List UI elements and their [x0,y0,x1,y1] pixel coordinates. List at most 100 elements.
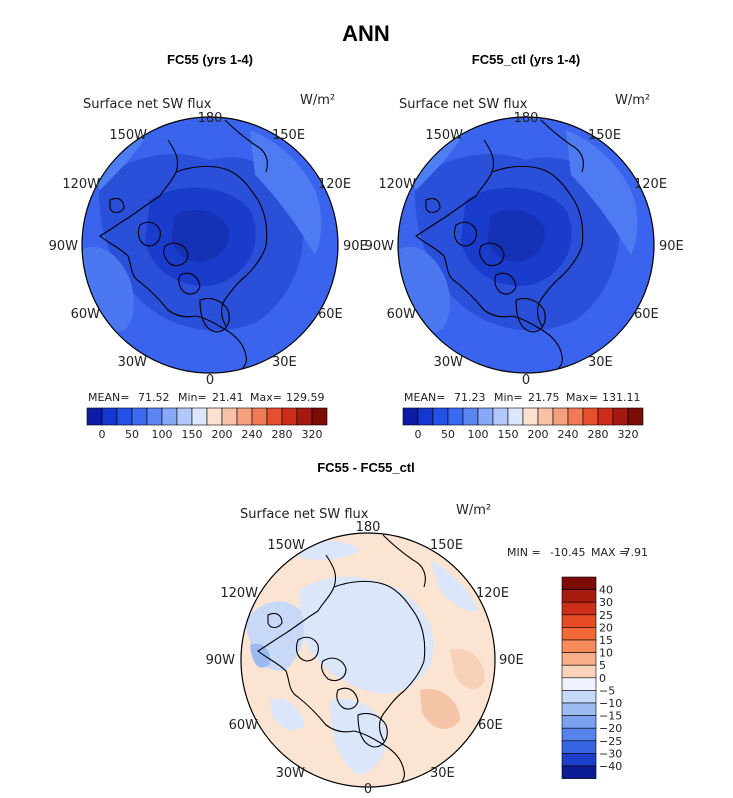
stats-line: MIN = -10.45 MAX = 7.91 [507,546,648,559]
map-boundary [81,116,339,374]
colorbar-swatch [561,576,597,590]
colorbar-level-label: −30 [599,747,622,760]
lon-label: 150W [267,538,305,553]
colorbar-swatch [131,407,148,426]
min-value: 21.41 [212,391,244,404]
colorbar-swatch [462,407,479,426]
max-value: 7.91 [624,546,649,559]
colorbar-swatch [206,407,223,426]
max-label: Max= [250,391,282,404]
colorbar-tick-label: 0 [99,428,106,441]
mean-label: MEAN= [404,391,445,404]
panel-fc55: FC55 (yrs 1-4) Surface net SW flux W/m² [49,52,368,441]
lon-label: 180 [356,520,381,535]
colorbar-swatch [561,639,597,653]
colorbar-swatch [561,614,597,628]
units-label: W/m² [300,93,335,108]
colorbar-swatch [176,407,193,426]
colorbar-tick-label: 280 [272,428,293,441]
lon-label: 180 [514,111,539,126]
map-fill [398,117,654,373]
colorbar-tick-label: 0 [415,428,422,441]
panel-subtitle: FC55 - FC55_ctl [317,460,415,475]
lon-label: 120E [634,177,667,192]
colorbar-tick-label: 240 [558,428,579,441]
lon-label: 30W [276,766,306,781]
lon-label: 60E [634,307,659,322]
coastlines [257,534,426,787]
lon-label: 60W [229,718,259,733]
field-label: Surface net SW flux [399,97,528,112]
colorbar-swatch [522,407,539,426]
colorbar-tick-label: 100 [152,428,173,441]
lon-label: 60W [71,307,101,322]
colorbar-swatch [561,627,597,641]
colorbar-swatch [561,727,597,742]
colorbar-swatch [537,407,554,426]
colorbar-tick-label: 200 [212,428,233,441]
colorbar-level-label: 0 [599,672,606,685]
coastlines [99,119,268,373]
lon-label: 180 [198,111,223,126]
colorbar-level-label: 5 [599,659,606,672]
panel-fc55-ctl: FC55_ctl (yrs 1-4) Surface net SW flux W… [365,52,684,441]
lon-label: 0 [206,373,214,388]
colorbar-swatch [281,407,298,426]
colorbar-swatch [432,407,449,426]
colorbar-tick-label: 150 [182,428,203,441]
map-boundary [397,116,655,374]
colorbar-level-label: −40 [599,760,622,773]
colorbar-swatch [221,407,238,426]
mean-value: 71.23 [454,391,486,404]
colorbar-swatch [492,407,509,426]
colorbar-tick-label: 150 [498,428,519,441]
colorbar-tick-label: 240 [242,428,263,441]
lon-label: 120W [62,177,100,192]
max-value: 129.59 [286,391,325,404]
lon-label: 120W [220,586,258,601]
colorbar: 0 50 100 150 200 240 280 320 [402,407,644,441]
colorbar-swatch [561,690,597,704]
lon-label: 0 [364,782,372,797]
colorbar-swatch [146,407,163,426]
colorbar-swatch [296,407,313,426]
lon-label: 60W [387,307,417,322]
figure-title: ANN [342,21,390,46]
map-fill [241,533,495,787]
stats-line: MEAN= 71.23 Min= 21.75 Max= 131.11 [404,391,641,404]
lon-label: 30W [118,355,148,370]
field-label: Surface net SW flux [83,97,212,112]
colorbar-swatch [561,740,597,754]
colorbar-swatch [507,407,524,426]
lon-label: 150W [109,128,147,143]
colorbar-swatch [86,407,103,426]
colorbar-swatch [161,407,178,426]
map-boundary [240,532,496,788]
colorbar-swatch [191,407,208,426]
colorbar-swatch [561,677,597,691]
colorbar-swatch [561,664,597,679]
colorbar-level-label: −10 [599,697,622,710]
colorbar: 0 50 100 150 200 240 280 320 [86,407,328,441]
lon-label: 90W [206,653,236,668]
lon-label: 30E [272,355,297,370]
lon-label: 150E [588,128,621,143]
panel-subtitle: FC55 (yrs 1-4) [167,52,253,67]
colorbar-tick-label: 50 [441,428,455,441]
colorbar-swatch [561,765,597,779]
colorbar-swatch [561,589,597,603]
colorbar-level-label: 40 [599,584,613,597]
units-label: W/m² [456,503,491,518]
min-value: 21.75 [528,391,560,404]
lon-label: 150E [272,128,305,143]
colorbar-level-label: 30 [599,596,613,609]
colorbar-tick-label: 280 [588,428,609,441]
mean-label: MEAN= [88,391,129,404]
colorbar-swatch [582,407,599,426]
colorbar-tick-label: 320 [302,428,323,441]
lon-label: 120W [378,177,416,192]
colorbar-swatch [402,407,419,426]
lon-label: 150W [425,128,463,143]
max-value: 131.11 [602,391,641,404]
